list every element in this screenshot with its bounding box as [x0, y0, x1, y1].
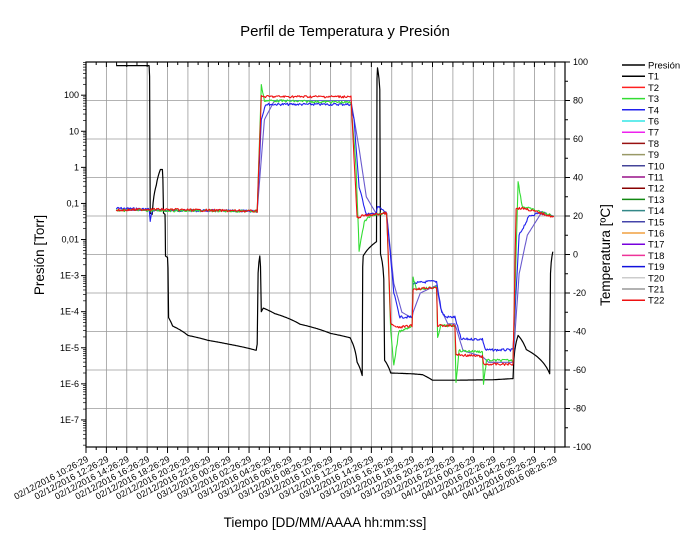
y-right-tick-label: 20 — [573, 211, 583, 221]
legend-label: T12 — [648, 184, 664, 195]
y-right-tick-label: 100 — [573, 57, 588, 67]
legend-label: T19 — [648, 262, 664, 273]
legend-label: T13 — [648, 195, 664, 206]
legend-label: T3 — [648, 94, 659, 105]
legend-label: T9 — [648, 150, 659, 161]
y-left-tick-label: 1E-6 — [60, 379, 79, 389]
legend-label: T16 — [648, 229, 664, 240]
y-right-tick-label: -40 — [573, 327, 586, 337]
legend-label: T17 — [648, 240, 664, 251]
y-left-tick-label: 10 — [69, 126, 79, 136]
series-line-t22 — [115, 94, 555, 366]
y-right-tick-label: -80 — [573, 404, 586, 414]
legend-label: T8 — [648, 139, 659, 150]
legend-label: T15 — [648, 217, 664, 228]
legend-label: T10 — [648, 161, 664, 172]
y-right-tick-label: 60 — [573, 134, 583, 144]
legend-label: T2 — [648, 83, 659, 94]
legend-label: T22 — [648, 296, 664, 307]
series-line-presión — [116, 64, 554, 381]
series-line-t3 — [115, 84, 554, 385]
y-axis-left-title: Presión [Torr] — [32, 215, 47, 295]
y-left-tick-label: 1 — [74, 162, 79, 172]
series-line-t4 — [115, 102, 555, 352]
legend-label: T7 — [648, 128, 659, 139]
chart-title: Perfil de Temperatura y Presión — [240, 23, 450, 40]
y-right-tick-label: 80 — [573, 96, 583, 106]
legend-label: T6 — [648, 117, 659, 128]
y-right-tick-label: -60 — [573, 365, 586, 375]
y-left-tick-label: 1E-7 — [60, 415, 79, 425]
legend-label: T21 — [648, 285, 664, 296]
y-right-tick-label: 0 — [573, 250, 578, 260]
legend-label: T14 — [648, 206, 664, 217]
legend-label: T11 — [648, 173, 664, 184]
y-left-tick-label: 0,1 — [66, 198, 79, 208]
plot-area — [115, 64, 555, 385]
y-right-tick-label: -100 — [573, 442, 591, 452]
x-axis-title: Tiempo [DD/MM/AAAA hh:mm:ss] — [224, 515, 427, 530]
legend-label: T20 — [648, 273, 664, 284]
grid — [86, 62, 565, 447]
y-axis-right-title: Temperatura [ºC] — [598, 204, 613, 306]
y-right-tick-label: -20 — [573, 288, 586, 298]
y-left-tick-label: 0,01 — [61, 235, 79, 245]
y-left-tick-label: 100 — [64, 90, 79, 100]
y-right-tick-label: 40 — [573, 173, 583, 183]
legend-label: T4 — [648, 105, 659, 116]
legend-label: T1 — [648, 72, 659, 83]
legend: PresiónT1T2T3T4T6T7T8T9T10T11T12T13T14T1… — [622, 61, 680, 307]
legend-label: T18 — [648, 251, 664, 262]
legend-label: Presión — [648, 61, 680, 72]
y-left-tick-label: 1E-4 — [60, 307, 79, 317]
y-left-tick-label: 1E-3 — [60, 271, 79, 281]
series-line-t15 — [116, 99, 554, 363]
y-left-tick-label: 1E-5 — [60, 343, 79, 353]
